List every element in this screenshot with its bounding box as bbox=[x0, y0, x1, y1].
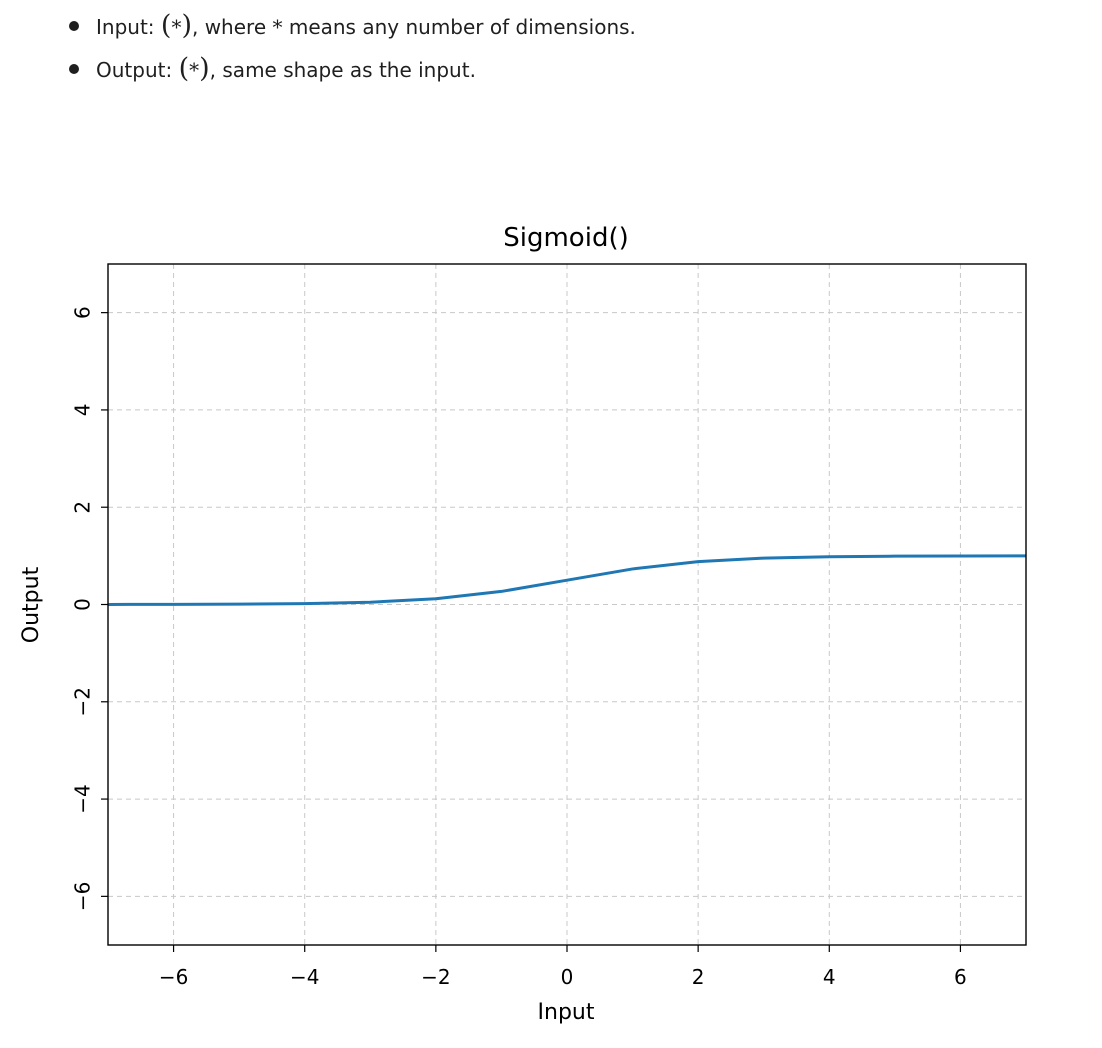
bullet-dot bbox=[69, 21, 79, 31]
shape-bullet-list: Input: (*), where * means any number of … bbox=[66, 8, 636, 94]
bullet-input-description-end: means any number of dimensions. bbox=[282, 15, 636, 39]
x-tick-label: 0 bbox=[561, 965, 574, 989]
bullet-input-symbol-mid: * bbox=[272, 15, 283, 39]
bullet-output: Output: (*), same shape as the input. bbox=[66, 51, 636, 94]
y-tick-label: −2 bbox=[71, 687, 95, 716]
y-tick-label: 6 bbox=[71, 306, 95, 319]
y-tick-label: −4 bbox=[71, 784, 95, 813]
bullet-input-symbol: * bbox=[171, 15, 182, 39]
y-tick-label: 4 bbox=[71, 404, 95, 417]
x-tick-label: −6 bbox=[159, 965, 188, 989]
y-tick-label: 0 bbox=[71, 598, 95, 611]
bullet-output-shape: (*) bbox=[178, 53, 210, 84]
x-tick-label: 4 bbox=[823, 965, 836, 989]
sigmoid-series-line bbox=[107, 554, 1027, 606]
x-tick-label: 6 bbox=[954, 965, 967, 989]
x-tick-label: −2 bbox=[421, 965, 450, 989]
bullet-input: Input: (*), where * means any number of … bbox=[66, 8, 636, 51]
tick-layer: −6 −4 −2 0 2 4 6 −6 −4 −2 0 2 4 6 bbox=[71, 306, 967, 989]
bullet-input-description: , where bbox=[191, 15, 273, 39]
bullet-output-description: , same shape as the input. bbox=[209, 58, 476, 82]
chart-title: Sigmoid() bbox=[503, 223, 628, 253]
bullet-output-label: Output: bbox=[96, 58, 173, 82]
bullet-input-label: Input: bbox=[96, 15, 155, 39]
bullet-output-symbol: * bbox=[189, 58, 200, 82]
bullet-input-shape: (*) bbox=[160, 10, 192, 41]
grid-layer bbox=[108, 264, 1026, 945]
curve-layer bbox=[107, 554, 1027, 606]
bullet-dot bbox=[69, 64, 79, 74]
x-axis-label: Input bbox=[538, 1000, 595, 1025]
x-tick-label: 2 bbox=[692, 965, 705, 989]
y-tick-label: 2 bbox=[71, 501, 95, 514]
y-axis-label: Output bbox=[19, 566, 44, 643]
y-tick-label: −6 bbox=[71, 882, 95, 911]
x-tick-label: −4 bbox=[290, 965, 319, 989]
